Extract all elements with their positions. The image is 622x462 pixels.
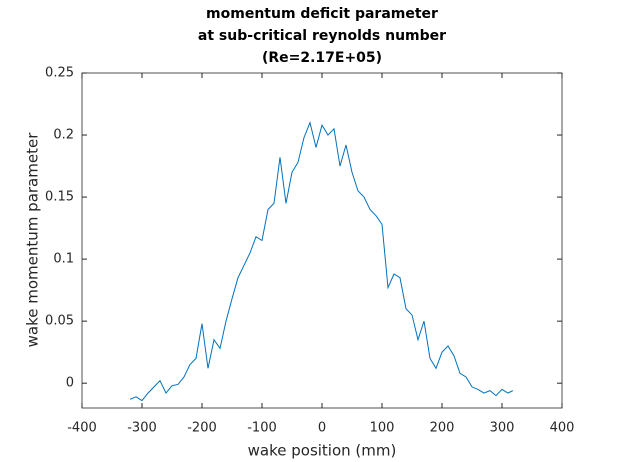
y-axis-label: wake momentum parameter <box>24 132 42 348</box>
x-tick-label: -100 <box>247 421 277 436</box>
chart-title: momentum deficit parameter <box>206 6 438 22</box>
x-tick-label: -200 <box>187 421 217 436</box>
x-tick-label: 400 <box>550 421 575 436</box>
x-tick-label: 0 <box>318 421 326 436</box>
chart-title: (Re=2.17E+05) <box>262 50 382 66</box>
y-tick-label: 0.1 <box>53 252 74 267</box>
x-tick-label: -300 <box>127 421 157 436</box>
y-tick-label: 0.05 <box>45 314 74 329</box>
x-axis-label: wake position (mm) <box>248 442 397 460</box>
x-tick-label: 200 <box>430 421 455 436</box>
y-tick-label: 0 <box>66 376 74 391</box>
x-tick-label: 300 <box>490 421 515 436</box>
y-tick-label: 0.15 <box>45 190 74 205</box>
data-line <box>129 120 514 402</box>
chart-title: at sub-critical reynolds number <box>198 28 446 44</box>
y-tick-label: 0.25 <box>45 66 74 81</box>
y-tick-label: 0.2 <box>53 128 74 143</box>
x-tick-label: 100 <box>370 421 395 436</box>
x-tick-label: -400 <box>67 421 97 436</box>
